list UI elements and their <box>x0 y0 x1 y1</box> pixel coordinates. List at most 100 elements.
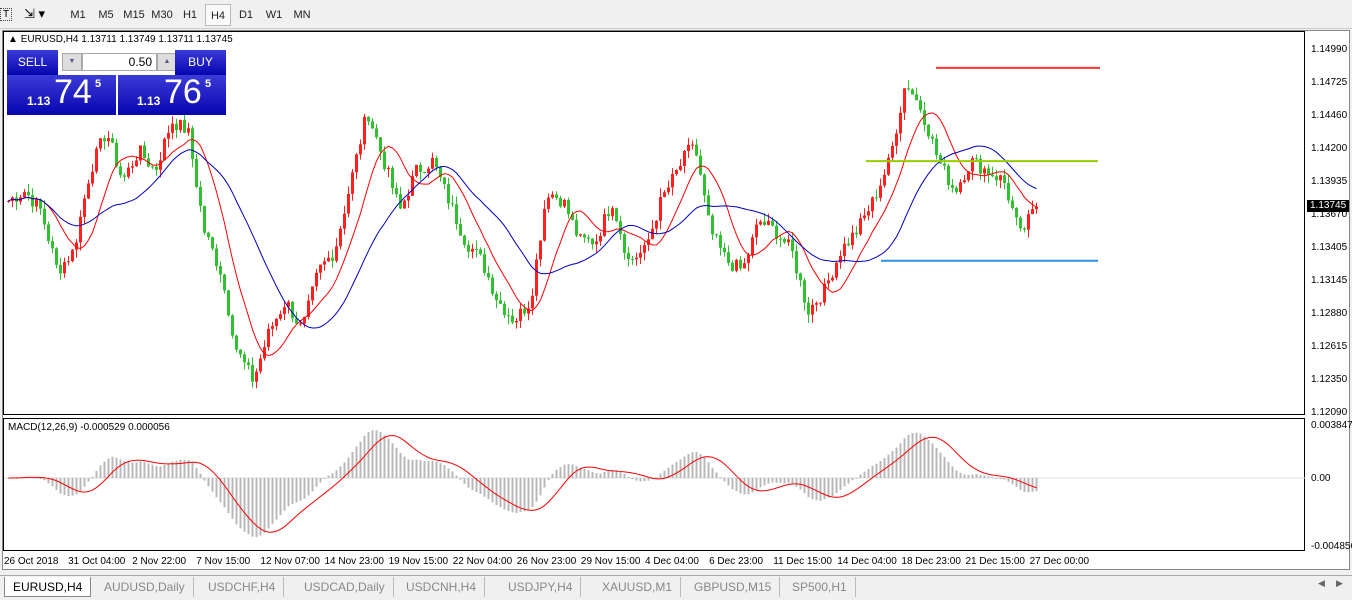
candle-body <box>987 168 990 175</box>
candle-body <box>427 168 430 174</box>
macd-bar <box>255 478 258 538</box>
macd-bar <box>351 452 354 478</box>
macd-bar <box>983 475 986 478</box>
macd-bar <box>899 443 902 478</box>
macd-bar <box>615 469 618 478</box>
macd-bar <box>711 467 714 478</box>
timeframe-m1[interactable]: M1 <box>70 9 86 21</box>
timeframe-h4[interactable]: H4 <box>205 4 231 26</box>
candle-body <box>591 238 594 245</box>
tab-xauusd-m1[interactable]: XAUUSD,M1 <box>594 577 682 597</box>
sell-price[interactable]: 1.13 74 5 <box>7 73 116 115</box>
candle-body <box>515 321 518 323</box>
candle-body <box>463 235 466 245</box>
macd-bar <box>835 478 838 494</box>
macd-bar <box>507 478 510 511</box>
tab-scroll-left-icon[interactable]: ◀ <box>1318 578 1325 588</box>
tab-usdcad-daily[interactable]: USDCAD,Daily <box>296 577 394 597</box>
candle-body <box>675 170 678 174</box>
candle-body <box>703 174 706 196</box>
candle-body <box>235 335 238 350</box>
macd-axis-min: -0.004856 <box>1311 541 1352 552</box>
buy-price-prefix: 1.13 <box>137 94 161 108</box>
timeframe-m15[interactable]: M15 <box>123 9 145 21</box>
lot-decrease-button[interactable]: ▼ <box>62 53 82 71</box>
candle-body <box>219 266 222 275</box>
candle-body <box>391 167 394 189</box>
sell-button[interactable]: SELL <box>7 50 58 75</box>
candle-body <box>247 362 250 365</box>
macd-bar <box>523 478 526 512</box>
macd-pane[interactable] <box>3 418 1306 551</box>
candle-body <box>179 119 182 131</box>
macd-bar <box>511 478 514 513</box>
macd-bar <box>715 472 718 478</box>
timeframe-m5[interactable]: M5 <box>98 9 114 21</box>
macd-bar <box>1035 478 1038 492</box>
candle-body <box>403 200 406 209</box>
tab-usdchf-h4[interactable]: USDCHF,H4 <box>200 577 285 597</box>
candle-body <box>503 303 506 316</box>
tab-eurusd-h4[interactable]: EURUSD,H4 <box>4 577 92 597</box>
timeframe-mn[interactable]: MN <box>293 9 311 21</box>
macd-bar <box>387 438 390 478</box>
time-tick: 12 Nov 07:00 <box>260 556 320 567</box>
candle-body <box>151 166 154 168</box>
candle-body <box>159 160 162 170</box>
macd-bar <box>191 463 194 478</box>
macd-bar <box>447 468 450 478</box>
candle-body <box>295 318 298 324</box>
candle-body <box>123 175 126 177</box>
candle-body <box>347 193 350 214</box>
macd-bar <box>691 452 694 478</box>
buy-button[interactable]: BUY <box>175 50 226 75</box>
macd-bar <box>499 478 502 508</box>
text-tool-icon[interactable]: T <box>0 8 12 21</box>
tab-usdcnh-h4[interactable]: USDCNH,H4 <box>398 577 486 597</box>
objects-menu-icon[interactable]: ⇲ ▾ <box>24 6 46 21</box>
time-tick: 26 Nov 23:00 <box>516 556 577 567</box>
candle-body <box>679 165 682 171</box>
candle-body <box>203 205 206 233</box>
buy-price[interactable]: 1.13 76 5 <box>118 73 226 115</box>
macd-bar <box>79 478 82 492</box>
macd-bar <box>479 478 482 494</box>
macd-bar <box>151 464 154 478</box>
candle-body <box>683 151 686 166</box>
candle-body <box>671 173 674 188</box>
lot-increase-button[interactable]: ▲ <box>157 53 177 71</box>
candle-body <box>239 349 242 355</box>
macd-bar <box>739 478 742 494</box>
timeframe-m30[interactable]: M30 <box>151 9 173 21</box>
macd-bar <box>843 478 846 487</box>
macd-bar <box>355 446 358 478</box>
candle-body <box>547 197 550 209</box>
time-tick: 18 Dec 23:00 <box>901 556 961 567</box>
candle-body <box>107 138 110 142</box>
candle-body <box>735 259 738 271</box>
macd-bar <box>531 478 534 508</box>
candle-body <box>823 283 826 303</box>
candle-body <box>355 154 358 173</box>
macd-bar <box>315 478 318 487</box>
candle-body <box>639 252 642 258</box>
timeframe-w1[interactable]: W1 <box>265 9 283 21</box>
tab-scroll-right-icon[interactable]: ▶ <box>1336 578 1343 588</box>
candle-body <box>127 167 130 177</box>
macd-bar <box>295 478 298 503</box>
tab-gbpusd-m15[interactable]: GBPUSD,M15 <box>686 577 781 597</box>
candle-body <box>863 215 866 219</box>
macd-bar <box>831 478 834 496</box>
tab-sp500-h1[interactable]: SP500,H1 <box>784 577 856 597</box>
timeframe-h1[interactable]: H1 <box>182 9 198 21</box>
macd-bar <box>627 476 630 478</box>
tab-usdjpy-h4[interactable]: USDJPY,H4 <box>500 577 582 597</box>
timeframe-d1[interactable]: D1 <box>238 9 254 21</box>
candle-body <box>91 171 94 184</box>
lot-input[interactable]: 0.50 <box>82 53 157 71</box>
macd-bar <box>203 478 206 481</box>
candle-body <box>1027 214 1030 230</box>
tab-audusd-daily[interactable]: AUDUSD,Daily <box>96 577 194 597</box>
candle-body <box>563 199 566 207</box>
macd-bar <box>127 461 130 478</box>
